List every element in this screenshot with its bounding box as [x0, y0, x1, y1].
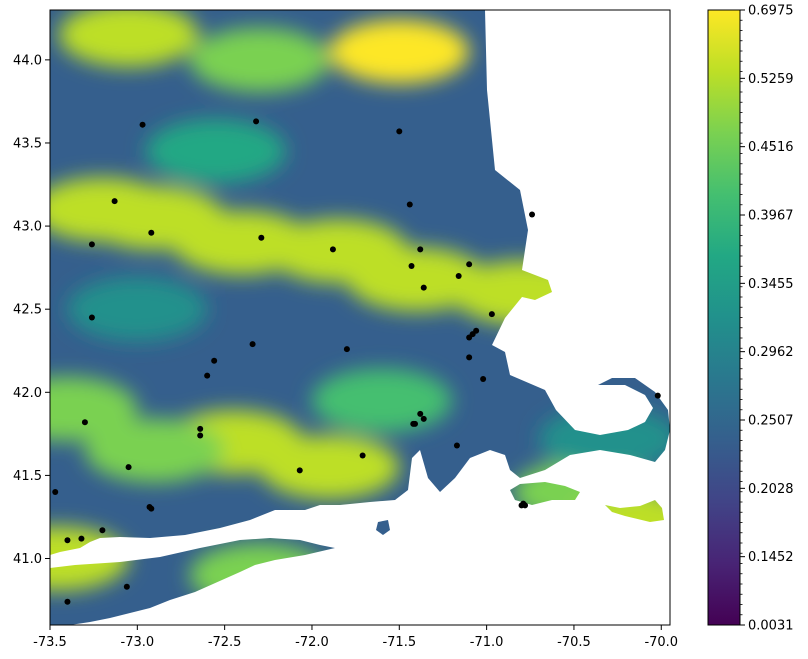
x-tick-label: -71.5 [382, 635, 416, 650]
station-marker [406, 201, 413, 208]
station-marker [111, 198, 118, 205]
station-marker [148, 229, 155, 236]
station-marker [654, 392, 661, 399]
station-marker [197, 425, 204, 432]
station-marker [123, 583, 130, 590]
field-blob [50, 526, 129, 591]
station-marker [253, 118, 260, 125]
station-marker [359, 452, 366, 459]
field-blob [84, 418, 225, 483]
y-tick-label: 44.0 [13, 53, 42, 68]
station-marker [125, 464, 132, 471]
station-marker [466, 334, 473, 341]
field-blob [451, 260, 592, 325]
station-marker [329, 246, 336, 253]
station-marker [420, 284, 427, 291]
station-marker [455, 272, 462, 279]
station-marker [197, 432, 204, 439]
station-marker [417, 246, 424, 253]
station-marker [296, 467, 303, 474]
colorbar-tick-label: 0.1452 [748, 550, 794, 565]
colorbar-axis: 0.0031 0.1452 0.2028 0.2507 0.2962 0.3455 0.39… [740, 4, 794, 634]
station-marker [488, 311, 495, 318]
x-tick-label: -73.5 [33, 635, 67, 650]
station-marker [412, 420, 419, 427]
station-markers [52, 118, 661, 605]
station-marker [99, 527, 106, 534]
station-marker [466, 354, 473, 361]
station-marker [518, 502, 525, 509]
colorbar-tick-label: 0.4516 [748, 140, 794, 155]
station-marker [211, 357, 218, 364]
field-blob [189, 543, 330, 608]
field-blob [346, 247, 487, 312]
y-tick-label: 42.0 [13, 386, 42, 401]
field-blob [538, 406, 670, 471]
y-axis: 41.0 41.5 42.0 42.5 43.0 43.5 44.0 [13, 53, 50, 567]
station-marker [249, 341, 256, 348]
station-marker [52, 489, 59, 496]
station-marker [408, 262, 415, 269]
field-blob [67, 277, 208, 342]
colorbar-tick-label: 0.0031 [748, 619, 794, 634]
colorbar-tick-label: 0.2962 [748, 345, 794, 360]
field-blob [189, 27, 330, 92]
field-blob [259, 435, 400, 500]
station-marker [64, 598, 71, 605]
x-tick-label: -70.5 [557, 635, 591, 650]
station-marker [88, 241, 95, 248]
field-blob [50, 177, 173, 242]
station-marker [343, 346, 350, 353]
colorbar-tick-label: 0.3967 [748, 209, 794, 224]
station-marker [78, 535, 85, 542]
y-tick-label: 41.5 [13, 469, 42, 484]
x-tick-label: -73.0 [121, 635, 155, 650]
field-blob [145, 119, 286, 184]
field-blob [329, 19, 470, 84]
station-marker [529, 211, 536, 218]
y-tick-label: 41.0 [13, 552, 42, 567]
station-marker [417, 410, 424, 417]
x-tick-label: -71.0 [470, 635, 504, 650]
station-marker [480, 376, 487, 382]
y-tick-label: 43.5 [13, 136, 42, 151]
field-blob [311, 368, 452, 433]
colorbar [707, 9, 741, 626]
x-axis: -73.5 -73.0 -72.5 -72.0 -71.5 -71.0 -70.5 -70.0 [33, 625, 678, 650]
station-marker [148, 505, 155, 512]
station-marker [204, 372, 211, 379]
field-blob [573, 493, 670, 558]
station-marker [466, 261, 473, 268]
station-marker [420, 415, 427, 422]
x-tick-label: -72.0 [295, 635, 329, 650]
station-marker [81, 419, 88, 426]
colorbar-tick-label: 0.6975 [748, 4, 794, 19]
x-tick-label: -72.5 [208, 635, 242, 650]
colorbar-tick-label: 0.2028 [748, 482, 794, 497]
station-marker [139, 121, 146, 128]
station-marker [88, 314, 95, 321]
station-marker [453, 442, 460, 449]
station-marker [64, 537, 71, 544]
colorbar-tick-label: 0.2507 [748, 414, 794, 429]
colorbar-tick-label: 0.5259 [748, 72, 794, 87]
y-tick-label: 42.5 [13, 303, 42, 318]
heatmap-field [50, 10, 670, 625]
plot-frame [49, 9, 671, 626]
colorbar-tick-label: 0.3455 [748, 277, 794, 292]
station-marker [258, 234, 265, 241]
x-tick-label: -70.0 [644, 635, 678, 650]
field-blob [58, 10, 199, 67]
station-marker [396, 128, 403, 135]
y-tick-label: 43.0 [13, 220, 42, 235]
